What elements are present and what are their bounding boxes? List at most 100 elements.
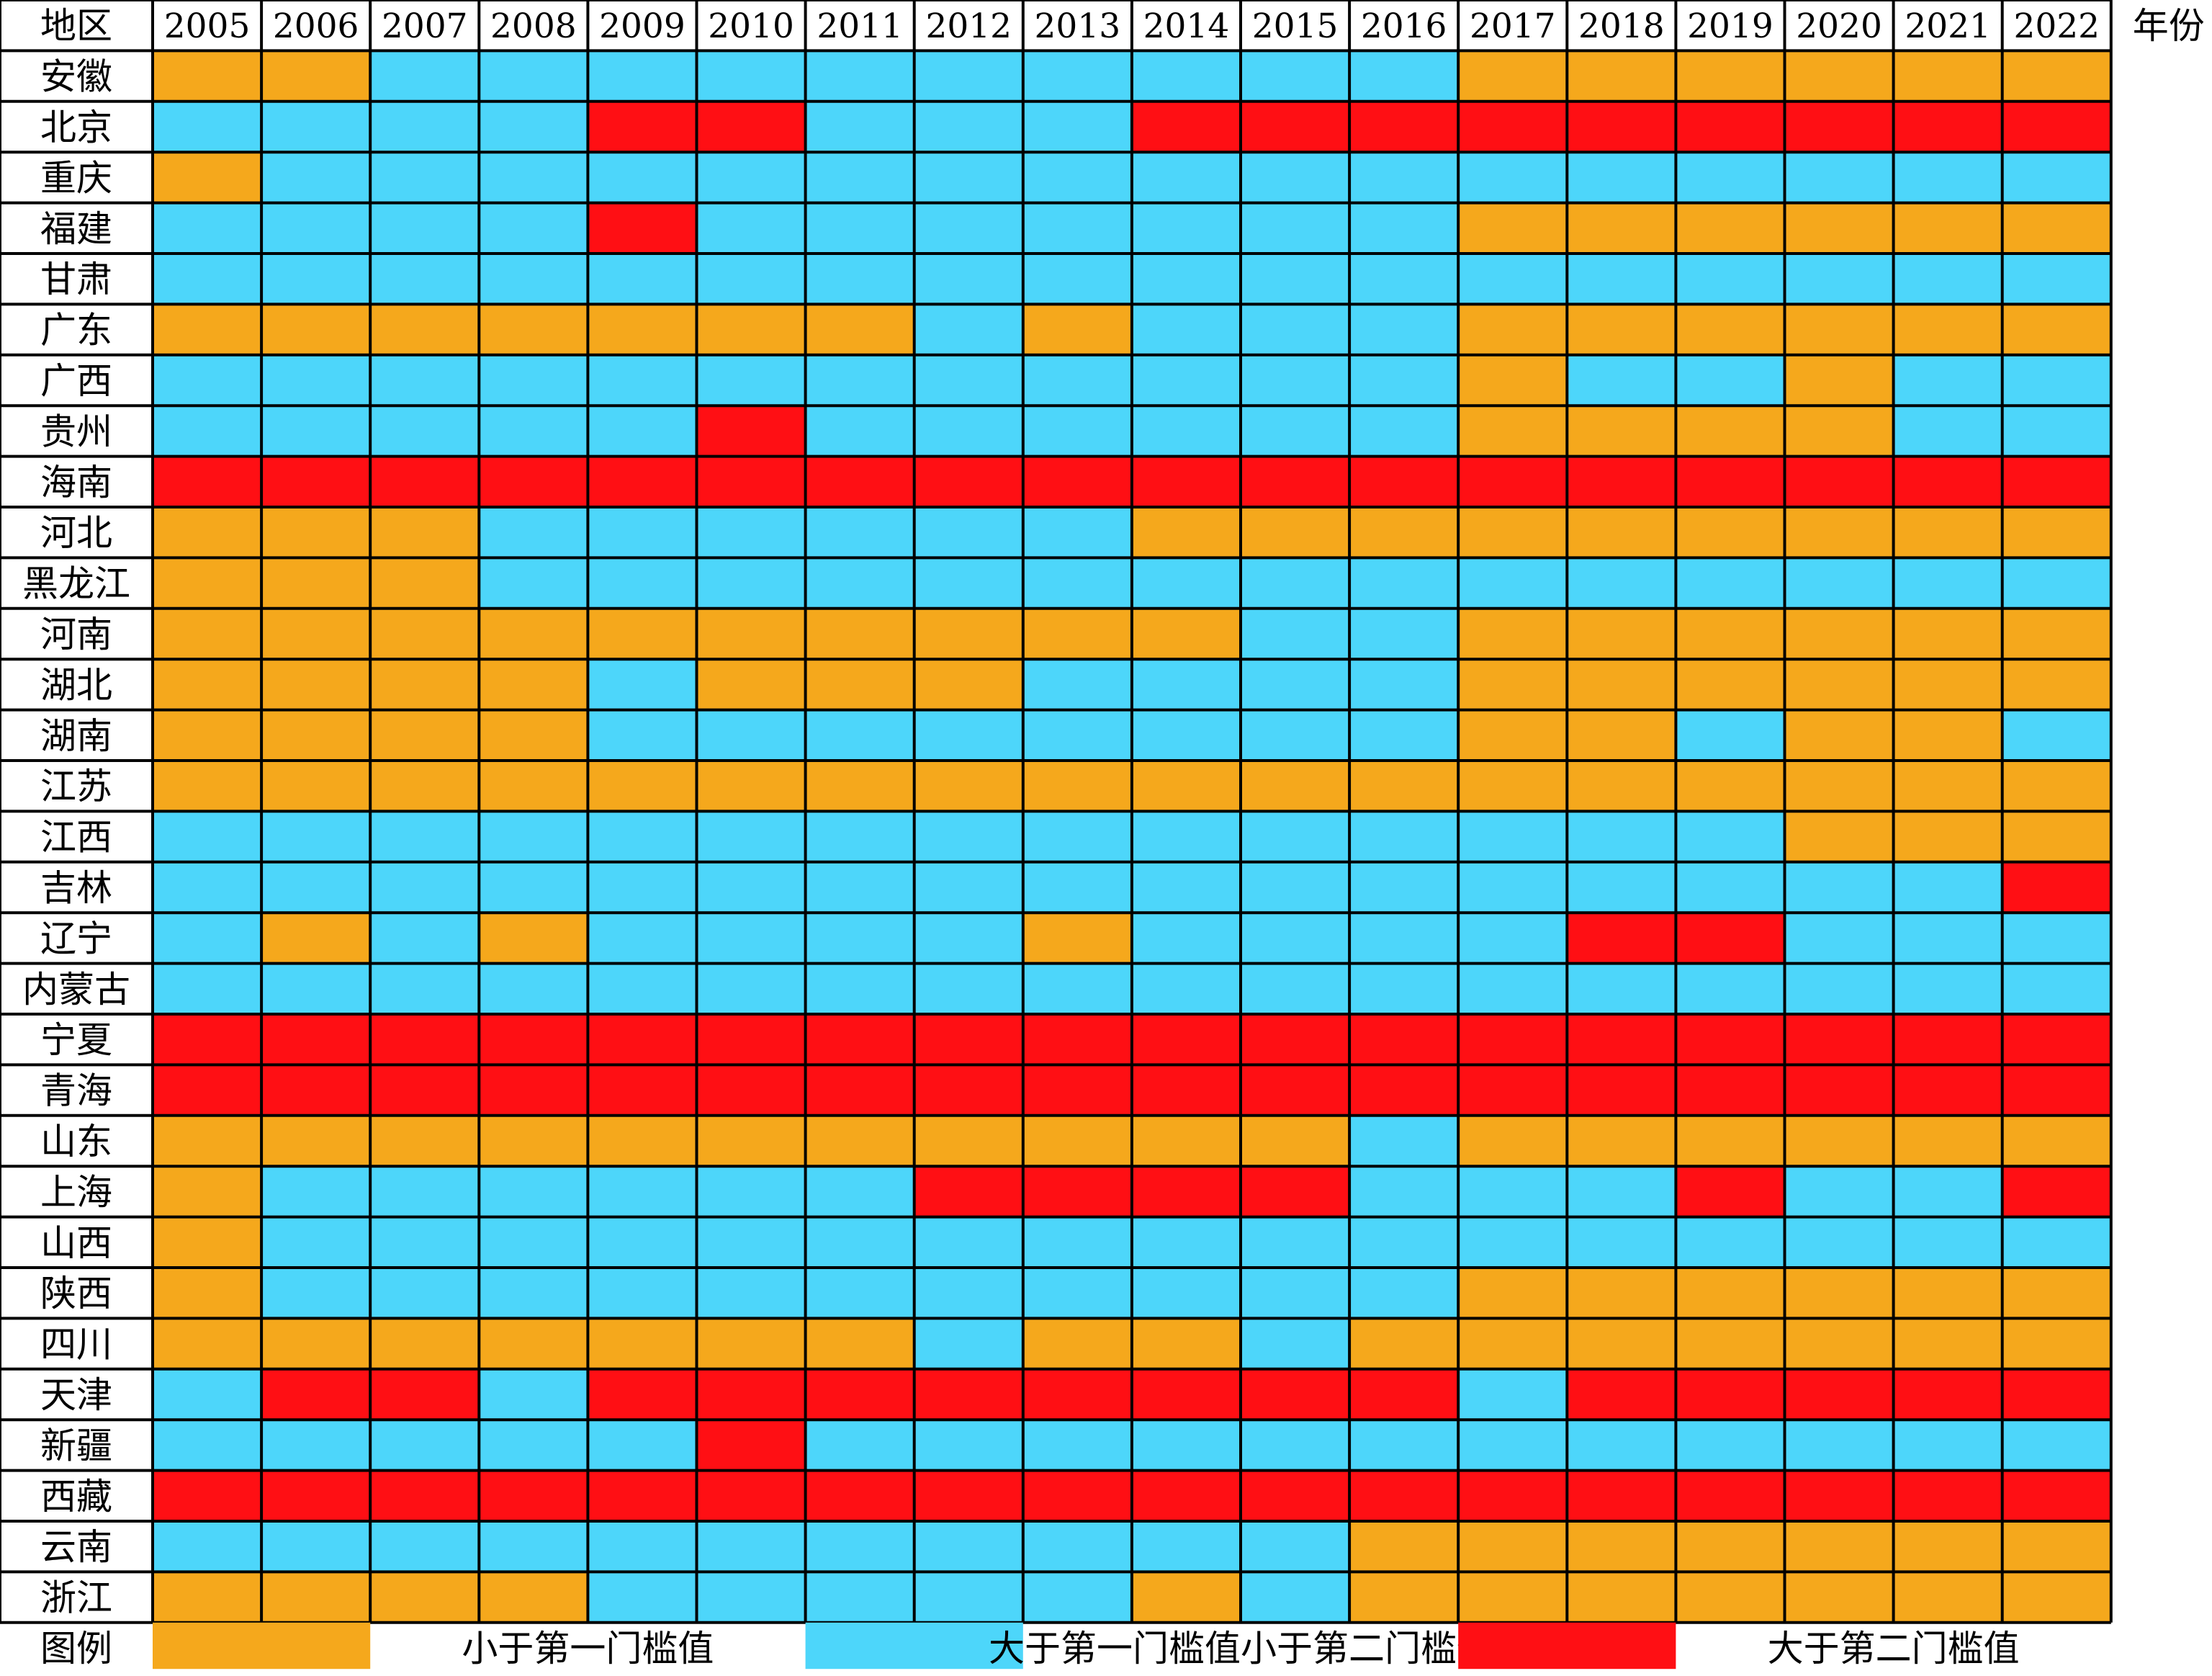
cell-西藏-2016 (1349, 1470, 1459, 1521)
cell-陕西-2019 (1676, 1268, 1785, 1319)
cell-吉林-2014 (1131, 861, 1241, 913)
cell-贵州-2006 (261, 405, 371, 457)
cell-黑龙江-2019 (1676, 557, 1785, 609)
region-label-内蒙古: 内蒙古 (22, 969, 130, 1010)
cell-上海-2019 (1676, 1166, 1785, 1217)
cell-天津-2014 (1131, 1368, 1241, 1420)
cell-河北-2005 (153, 507, 262, 558)
cell-河南-2012 (914, 608, 1023, 660)
cell-青海-2021 (1893, 1065, 2002, 1116)
year-header-2020: 2020 (1796, 6, 1882, 46)
cell-福建-2005 (153, 202, 262, 254)
cell-山西-2014 (1131, 1216, 1241, 1268)
cell-广东-2013 (1022, 304, 1132, 355)
cell-黑龙江-2011 (805, 557, 914, 609)
cell-青海-2014 (1131, 1065, 1241, 1116)
cell-北京-2005 (153, 101, 262, 153)
cell-广西-2013 (1022, 354, 1132, 406)
cell-北京-2021 (1893, 101, 2002, 153)
cell-安徽-2017 (1458, 50, 1568, 102)
cell-山西-2015 (1241, 1216, 1350, 1268)
cell-云南-2018 (1567, 1521, 1676, 1572)
cell-黑龙江-2015 (1241, 557, 1350, 609)
cell-安徽-2012 (914, 50, 1023, 102)
cell-重庆-2018 (1567, 152, 1676, 203)
cell-江西-2020 (1784, 811, 1894, 862)
cell-海南-2015 (1241, 456, 1350, 507)
year-header-2012: 2012 (925, 6, 1012, 46)
cell-海南-2011 (805, 456, 914, 507)
cell-安徽-2006 (261, 50, 371, 102)
cell-广西-2015 (1241, 354, 1350, 406)
region-label-湖南: 湖南 (40, 715, 112, 757)
cell-湖北-2007 (370, 659, 480, 710)
cell-陕西-2017 (1458, 1268, 1568, 1319)
cell-浙江-2018 (1567, 1572, 1676, 1623)
cell-安徽-2011 (805, 50, 914, 102)
cell-宁夏-2017 (1458, 1014, 1568, 1065)
cell-安徽-2008 (479, 50, 588, 102)
cell-湖南-2008 (479, 709, 588, 761)
cell-山西-2012 (914, 1216, 1023, 1268)
cell-青海-2019 (1676, 1065, 1785, 1116)
cell-湖北-2018 (1567, 659, 1676, 710)
region-label-福建: 福建 (40, 208, 112, 250)
cell-广西-2022 (2002, 354, 2111, 406)
cell-贵州-2018 (1567, 405, 1676, 457)
cell-广西-2011 (805, 354, 914, 406)
cell-福建-2013 (1022, 202, 1132, 254)
year-header-2006: 2006 (273, 6, 359, 46)
region-label-河北: 河北 (40, 512, 112, 554)
cell-新疆-2016 (1349, 1420, 1459, 1471)
cell-云南-2016 (1349, 1521, 1459, 1572)
cell-山东-2017 (1458, 1115, 1568, 1167)
cell-宁夏-2007 (370, 1014, 480, 1065)
cell-湖南-2019 (1676, 709, 1785, 761)
cell-内蒙古-2020 (1784, 963, 1894, 1014)
cell-辽宁-2017 (1458, 913, 1568, 964)
cell-宁夏-2005 (153, 1014, 262, 1065)
cell-甘肃-2014 (1131, 254, 1241, 305)
cell-山西-2021 (1893, 1216, 2002, 1268)
cell-河北-2011 (805, 507, 914, 558)
cell-河北-2013 (1022, 507, 1132, 558)
cell-贵州-2014 (1131, 405, 1241, 457)
cell-北京-2007 (370, 101, 480, 153)
region-label-天津: 天津 (40, 1374, 112, 1416)
cell-浙江-2012 (914, 1572, 1023, 1623)
cell-黑龙江-2008 (479, 557, 588, 609)
cell-内蒙古-2011 (805, 963, 914, 1014)
cell-西藏-2022 (2002, 1470, 2111, 1521)
region-label-重庆: 重庆 (40, 157, 112, 199)
cell-青海-2018 (1567, 1065, 1676, 1116)
cell-江苏-2006 (261, 761, 371, 812)
region-label-云南: 云南 (40, 1526, 112, 1568)
cell-山东-2015 (1241, 1115, 1350, 1167)
cell-河南-2005 (153, 608, 262, 660)
cell-辽宁-2008 (479, 913, 588, 964)
cell-河南-2015 (1241, 608, 1350, 660)
cell-河南-2022 (2002, 608, 2111, 660)
cell-河北-2020 (1784, 507, 1894, 558)
cell-辽宁-2012 (914, 913, 1023, 964)
cell-吉林-2017 (1458, 861, 1568, 913)
cell-江苏-2011 (805, 761, 914, 812)
cell-安徽-2010 (696, 50, 806, 102)
cell-天津-2018 (1567, 1368, 1676, 1420)
cell-四川-2019 (1676, 1318, 1785, 1369)
year-header-2005: 2005 (164, 6, 251, 46)
cell-辽宁-2009 (588, 913, 697, 964)
cell-重庆-2011 (805, 152, 914, 203)
cell-河北-2017 (1458, 507, 1568, 558)
cell-山东-2020 (1784, 1115, 1894, 1167)
cell-安徽-2020 (1784, 50, 1894, 102)
cell-新疆-2017 (1458, 1420, 1568, 1471)
cell-甘肃-2007 (370, 254, 480, 305)
cell-西藏-2017 (1458, 1470, 1568, 1521)
cell-西藏-2019 (1676, 1470, 1785, 1521)
year-header-2010: 2010 (708, 6, 794, 46)
legend-label-1: 小于第一门槛值 (462, 1628, 714, 1670)
cell-湖北-2017 (1458, 659, 1568, 710)
cell-海南-2017 (1458, 456, 1568, 507)
region-label-宁夏: 宁夏 (40, 1019, 112, 1061)
